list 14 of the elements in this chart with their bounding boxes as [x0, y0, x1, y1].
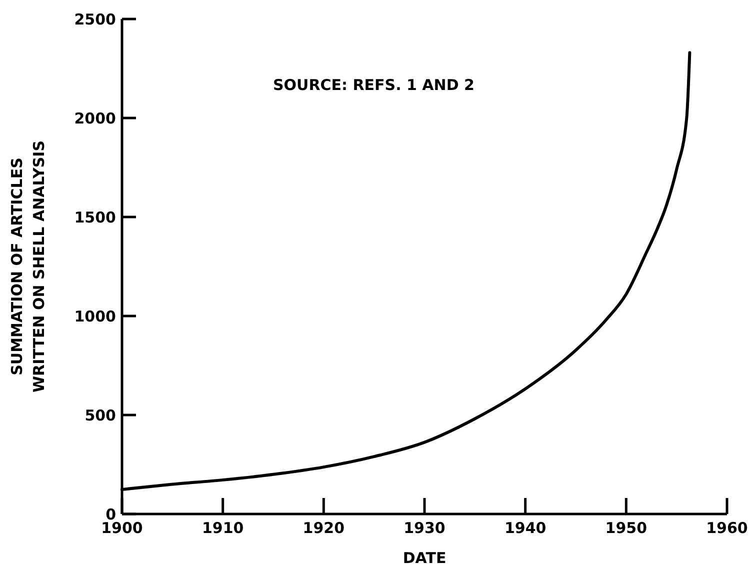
y-tick-label: 1500 [74, 208, 116, 226]
annotation: SOURCE: REFS. 1 AND 2 [273, 76, 474, 94]
y-axis-title: SUMMATION OF ARTICLES WRITTEN ON SHELL ANALYSIS [8, 140, 48, 393]
y-tick-label: 1000 [74, 307, 116, 326]
x-axis-title: DATE [402, 549, 446, 567]
y-tick-label: 2500 [74, 10, 116, 28]
x-tick-label: 1930 [404, 519, 446, 537]
x-tick-label: 1910 [202, 519, 244, 537]
y-tick-label: 2000 [74, 109, 116, 128]
y-tick-label: 500 [84, 406, 116, 424]
x-tick-label: 1960 [706, 519, 748, 537]
x-tick-label: 1940 [504, 519, 546, 537]
x-tick-label: 1950 [605, 519, 648, 537]
x-tick-label: 1920 [302, 519, 345, 537]
